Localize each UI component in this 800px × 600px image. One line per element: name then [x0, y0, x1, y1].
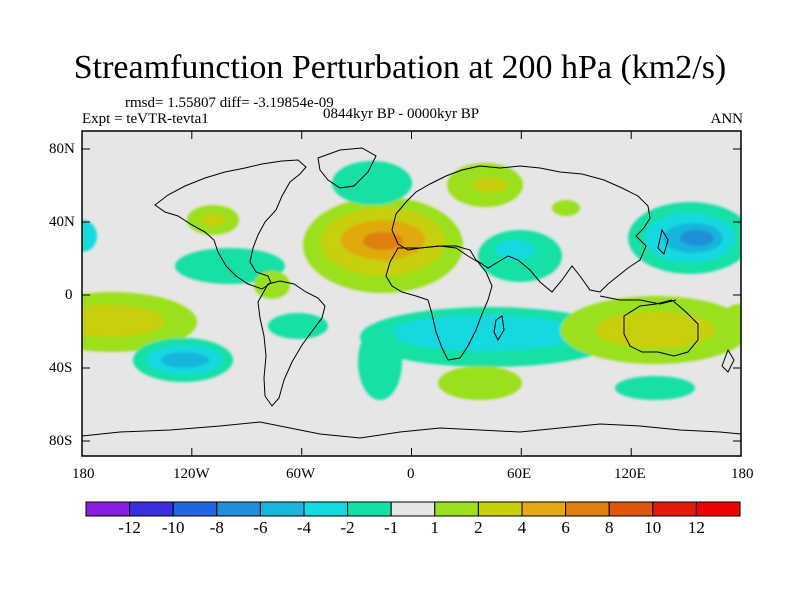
y-tick-label: 40S — [49, 360, 73, 376]
coastline-antarctica — [82, 421, 741, 439]
anomaly-australia-east — [720, 304, 741, 340]
y-tick-label: 80S — [49, 433, 73, 449]
colorbar-label: -12 — [118, 518, 141, 537]
anomaly-south-atlantic-tail — [358, 324, 402, 400]
y-tick-label: 40N — [49, 214, 75, 230]
colorbar-label: 10 — [644, 518, 662, 537]
experiment-label: Expt = teVTR-tevta1 — [82, 111, 209, 127]
anomaly-southern-ocean-l2 — [615, 376, 695, 400]
anomaly-north-america-core — [201, 214, 225, 226]
coastline-south-america — [257, 280, 326, 407]
coastline-greenland — [317, 147, 377, 189]
anomaly-australia-l2 — [595, 312, 715, 348]
y-tick-marks — [82, 148, 741, 442]
anomaly-arabia-core — [495, 240, 535, 260]
colorbar-label: -2 — [340, 518, 355, 537]
x-tick-label: 120W — [173, 466, 210, 482]
colorbar-label: -4 — [296, 518, 312, 537]
anomaly-south-america-south — [268, 313, 328, 339]
contour-fill — [82, 161, 741, 400]
x-tick-label: 180 — [731, 466, 754, 482]
anomaly-central-america — [175, 248, 285, 284]
coastlines — [82, 147, 741, 439]
colorbar-label: 8 — [604, 518, 614, 537]
colorbar-label: -1 — [384, 518, 399, 537]
anomaly-europe-east — [552, 200, 580, 216]
anomaly-north-atlantic — [332, 161, 412, 205]
stats-text: rmsd= 1.55807 diff= -3.19854e-09 — [125, 95, 334, 111]
coastline-europe-asia — [391, 165, 651, 293]
anomaly-southern-ocean-l1 — [438, 366, 522, 400]
y-tick-label: 0 — [65, 287, 73, 303]
colorbar-label: 4 — [517, 518, 527, 537]
colorbar-label: 6 — [561, 518, 570, 537]
coastline-japan — [657, 228, 669, 255]
period-label: 0844kyr BP - 0000kyr BP — [323, 106, 480, 122]
anomaly-south-pacific-neg-l3 — [161, 352, 209, 368]
anomaly-south-pacific-west-l2 — [82, 305, 165, 337]
colorbar-label: -8 — [209, 518, 224, 537]
x-tick-label: 60W — [286, 466, 316, 482]
x-tick-label: 180 — [72, 466, 95, 482]
anomaly-north-pacific-l4 — [680, 230, 714, 246]
coastline-north-america — [154, 159, 307, 290]
anomaly-dateline-west-edge — [82, 220, 97, 252]
x-tick-label: 120E — [614, 466, 646, 482]
x-tick-marks — [81, 131, 742, 456]
coastline-new-zealand — [721, 348, 735, 373]
colorbar-label: 12 — [687, 518, 705, 537]
coastline-indonesia — [599, 295, 677, 305]
anomaly-siberia-l2 — [473, 177, 507, 193]
map-title: Streamfunction Perturbation at 200 hPa (… — [73, 49, 727, 86]
colorbar-label: -6 — [253, 518, 268, 537]
colorbar-label: 1 — [430, 518, 440, 537]
coastline-madagascar — [493, 315, 505, 342]
colorbar-label: 2 — [474, 518, 483, 537]
x-tick-label: 0 — [407, 466, 415, 482]
x-tick-label: 60E — [507, 466, 532, 482]
anomaly-south-america-north — [254, 271, 290, 299]
anomaly-south-indian-l2 — [390, 315, 580, 351]
coastline-africa — [385, 245, 493, 361]
season-label: ANN — [710, 111, 744, 127]
colorbar-label: -10 — [161, 518, 185, 537]
anomaly-north-africa-l4 — [363, 232, 403, 250]
y-tick-label: 80N — [49, 141, 75, 157]
